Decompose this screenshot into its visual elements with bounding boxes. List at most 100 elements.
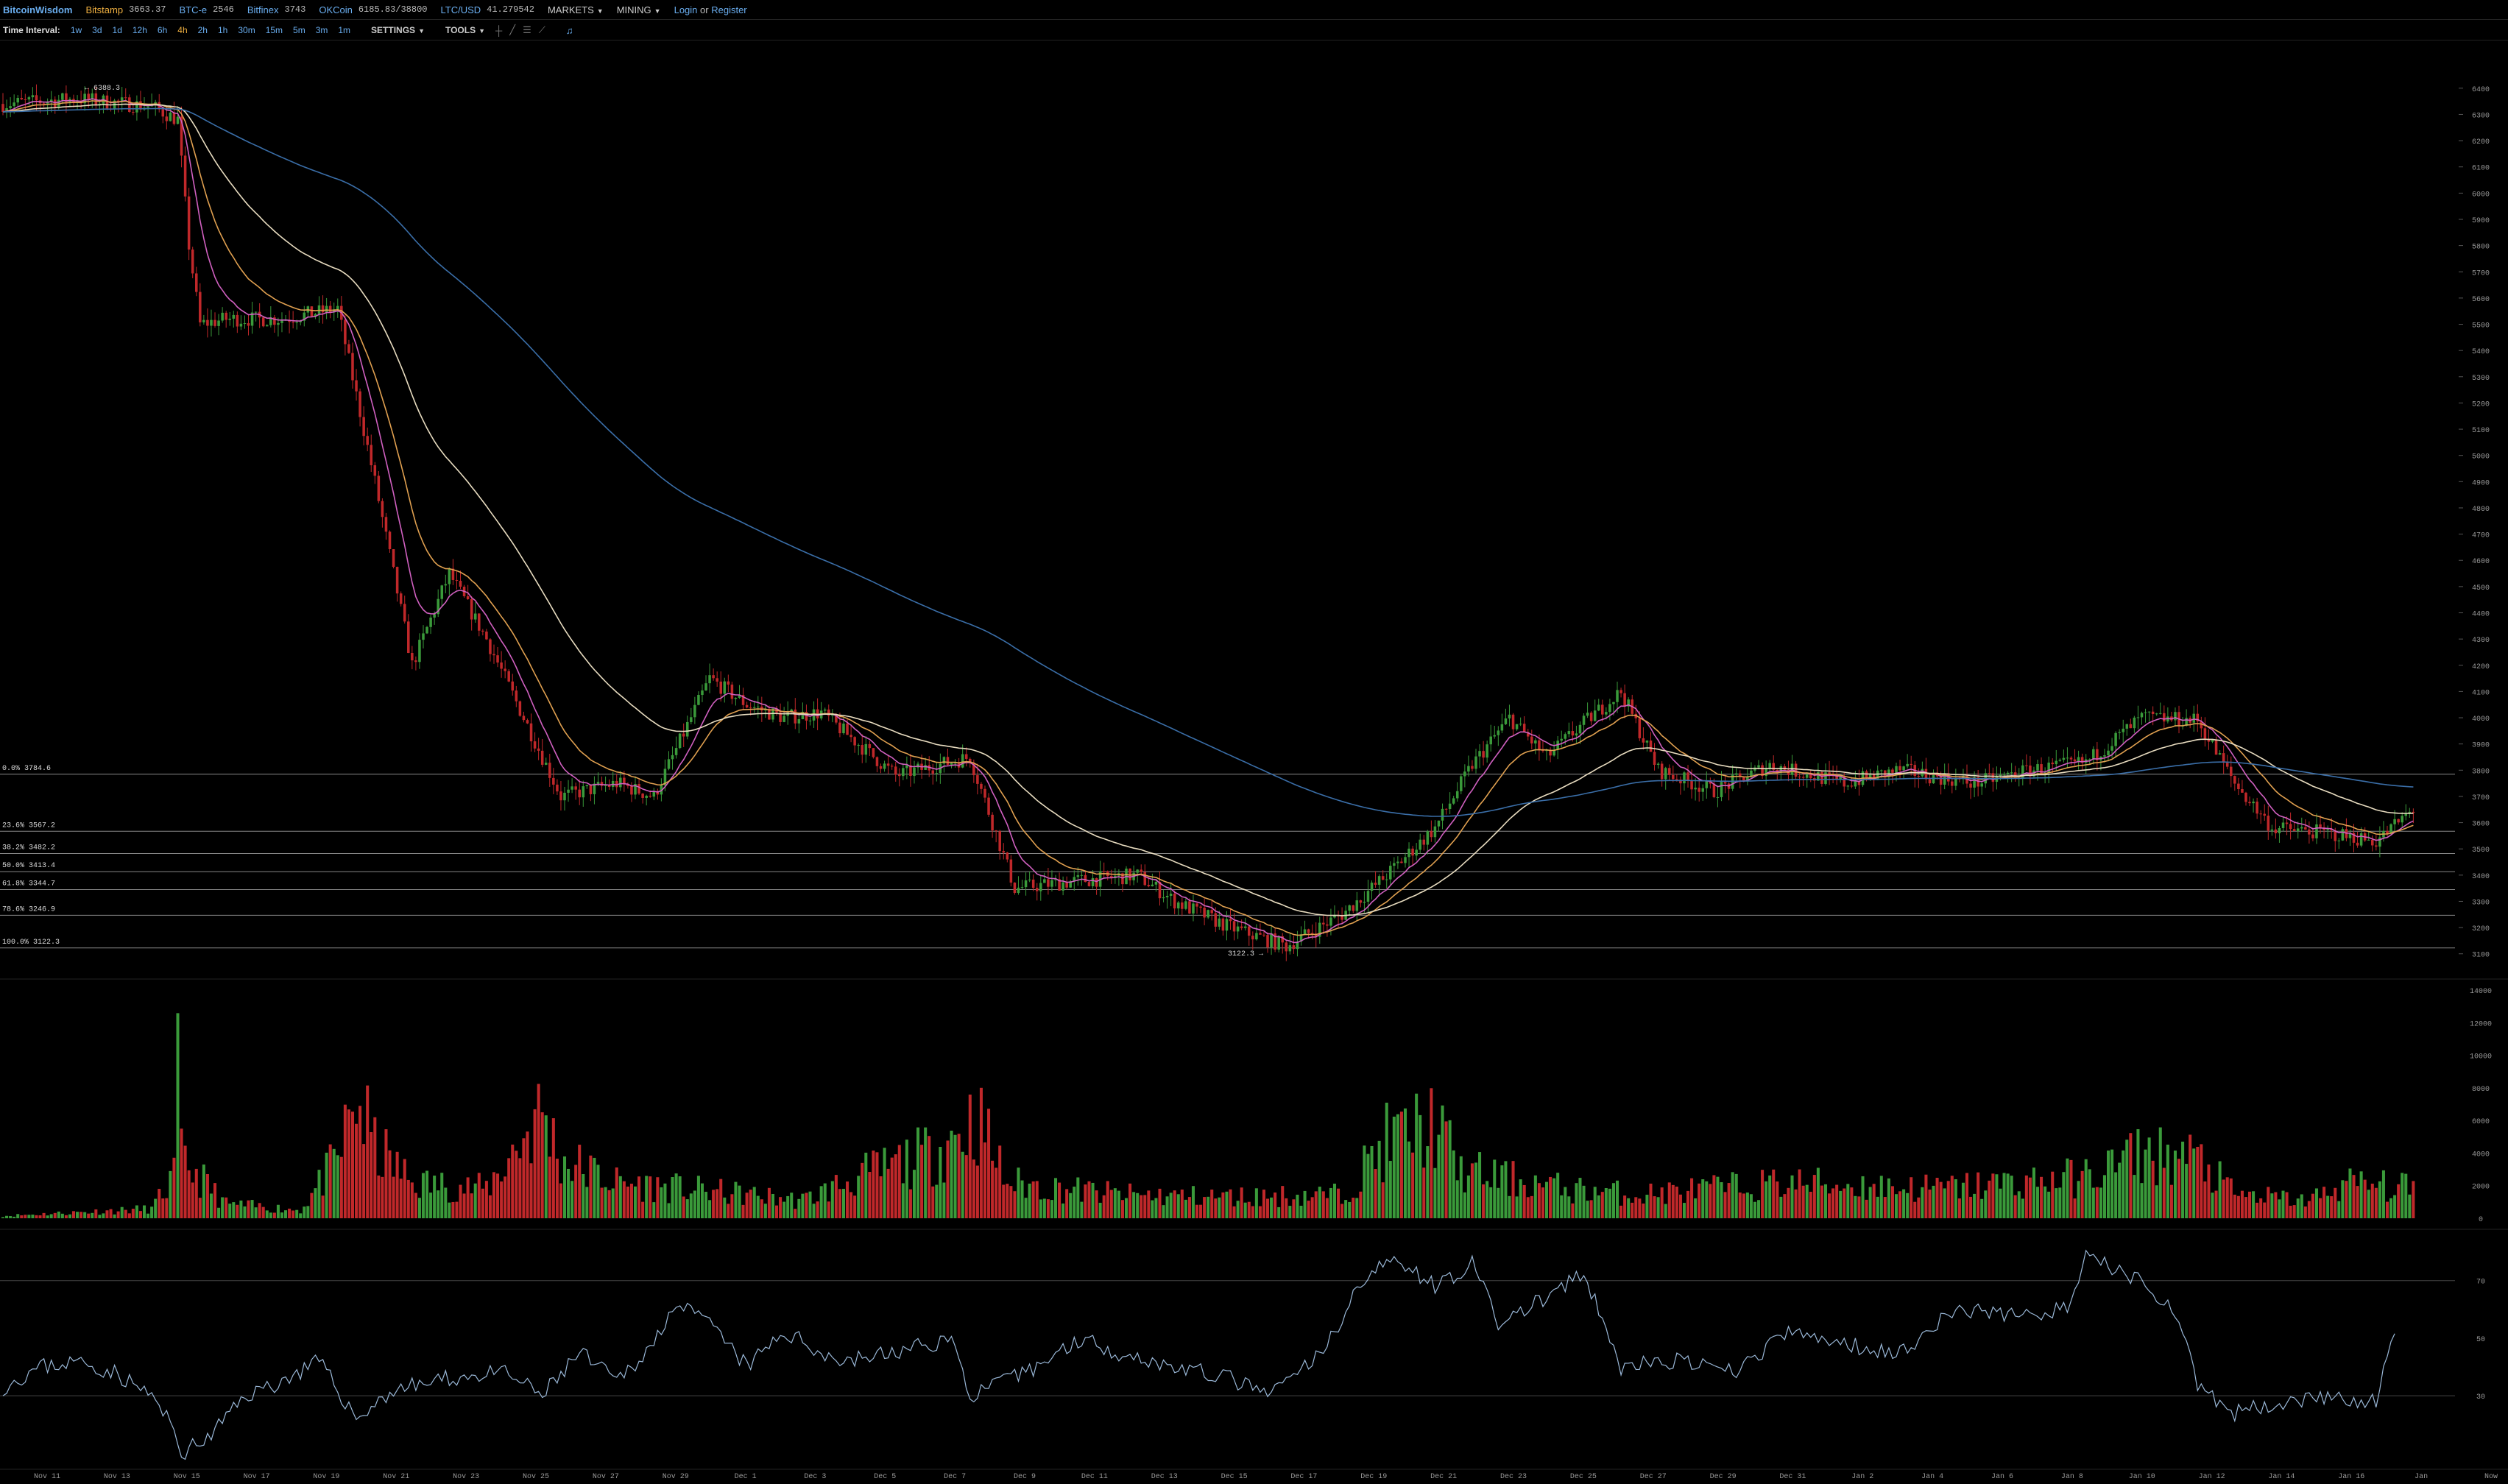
volume-bar (1776, 1181, 1779, 1218)
volume-bar (71, 1211, 76, 1218)
candle-body (794, 709, 797, 724)
volume-bar (1422, 1167, 1426, 1218)
register-link[interactable]: Register (711, 4, 747, 15)
candle-body (723, 681, 727, 694)
volume-bar (1508, 1195, 1511, 1218)
volume-bar (1240, 1187, 1243, 1218)
brand-logo[interactable]: BitcoinWisdom (3, 4, 73, 15)
volume-bar (1667, 1182, 1671, 1218)
volume-bar (656, 1177, 660, 1218)
trendline-icon[interactable]: ╱ (509, 24, 516, 35)
ticker-4[interactable]: LTC/USD 41.279542 (440, 4, 534, 15)
ticker-0[interactable]: Bitstamp 3663.37 (86, 4, 166, 15)
interval-12h[interactable]: 12h (132, 25, 147, 35)
ticker-2[interactable]: Bitfinex 3743 (247, 4, 305, 15)
login-link[interactable]: Login (674, 4, 698, 15)
candle-body (2077, 757, 2080, 762)
interval-1w[interactable]: 1w (70, 25, 82, 35)
volume-bar (1303, 1190, 1307, 1218)
candle-body (637, 784, 640, 794)
volume-bar (995, 1167, 998, 1218)
volume-bar (433, 1176, 437, 1218)
volume-bar (2044, 1186, 2047, 1218)
candle-body (1448, 803, 1452, 810)
x-tick-label: Nov 23 (453, 1473, 479, 1481)
volume-bar (1734, 1173, 1738, 1218)
crosshair-icon[interactable]: ┼ (495, 24, 503, 36)
markets-menu[interactable]: MARKETS ▼ (547, 4, 604, 15)
candle-body (1642, 738, 1645, 743)
volume-bar (905, 1140, 908, 1218)
volume-bar (678, 1176, 682, 1218)
bell-icon[interactable]: ♫ (565, 24, 573, 36)
ticker-1[interactable]: BTC-e 2546 (180, 4, 234, 15)
volume-bar (1928, 1190, 1932, 1218)
candle-body (1192, 903, 1195, 914)
volume-bar (414, 1192, 417, 1218)
candle-body (1846, 785, 1850, 787)
candle-body (1158, 881, 1162, 899)
tools-menu[interactable]: TOOLS ▼ (445, 25, 486, 35)
candle-body (1195, 903, 1198, 907)
volume-bar (1593, 1187, 1597, 1218)
ma-fast-line (2, 98, 2414, 944)
candle-body (135, 101, 138, 113)
interval-2h[interactable]: 2h (197, 25, 208, 35)
volume-bar (131, 1209, 135, 1218)
candle-body (712, 675, 715, 679)
interval-3d[interactable]: 3d (92, 25, 102, 35)
candle-body (846, 723, 849, 735)
volume-bar (451, 1201, 455, 1218)
fib-label: 23.6% 3567.2 (2, 822, 55, 830)
candle-body (1530, 736, 1533, 743)
volume-bar (1690, 1178, 1694, 1218)
candle-body (1225, 919, 1229, 931)
volume-bar (1470, 1163, 1474, 1218)
candle-body (552, 777, 555, 785)
horizontal-lines-icon[interactable]: ☰ (523, 24, 531, 35)
volume-bar (1671, 1184, 1675, 1218)
interval-4h[interactable]: 4h (177, 25, 188, 35)
chart-area[interactable]: 0.0% 3784.6 23.6% 3567.2 38.2% 3482.2 50.0%… (0, 44, 2508, 1484)
candle-body (1553, 749, 1555, 756)
interval-30m[interactable]: 30m (238, 25, 255, 35)
settings-menu[interactable]: SETTINGS ▼ (371, 25, 425, 35)
fibonacci-icon[interactable]: ⟋ (538, 24, 545, 35)
volume-bar (2322, 1187, 2326, 1218)
volume-bar (1567, 1196, 1571, 1218)
volume-bar (2200, 1144, 2203, 1218)
candle-body (961, 754, 964, 768)
volume-bar (1180, 1189, 1184, 1218)
interval-5m[interactable]: 5m (293, 25, 305, 35)
interval-3m[interactable]: 3m (315, 25, 328, 35)
interval-1d[interactable]: 1d (112, 25, 122, 35)
volume-bar (2069, 1159, 2073, 1218)
x-tick-label: Nov 25 (523, 1473, 549, 1481)
volume-bar (533, 1109, 537, 1218)
volume-bar (477, 1173, 481, 1218)
volume-bar (1132, 1192, 1136, 1218)
interval-1m[interactable]: 1m (338, 25, 351, 35)
price-tick-label: 5100 (2472, 427, 2490, 435)
volume-bar (399, 1179, 403, 1218)
candle-body (942, 757, 946, 764)
interval-1h[interactable]: 1h (217, 25, 228, 35)
interval-6h[interactable]: 6h (157, 25, 168, 35)
interval-15m[interactable]: 15m (265, 25, 283, 35)
rsi-tick-label: 70 (2476, 1279, 2485, 1287)
ticker-price: 3663.37 (129, 4, 166, 15)
volume-bar (529, 1163, 533, 1218)
volume-bar (1761, 1170, 1765, 1218)
mining-menu[interactable]: MINING ▼ (616, 4, 661, 15)
volume-bar (1999, 1188, 2002, 1218)
volume-bar (1638, 1198, 1642, 1218)
volume-bar (1835, 1184, 1839, 1218)
volume-bar (1549, 1176, 1553, 1218)
volume-bar (1902, 1189, 1906, 1218)
volume-bar (637, 1176, 641, 1218)
volume-bar (1407, 1141, 1411, 1218)
ticker-3[interactable]: OKCoin 6185.83/38800 (319, 4, 427, 15)
candle-body (2133, 717, 2136, 729)
volume-bar (448, 1202, 451, 1218)
volume-bar (1084, 1184, 1087, 1218)
